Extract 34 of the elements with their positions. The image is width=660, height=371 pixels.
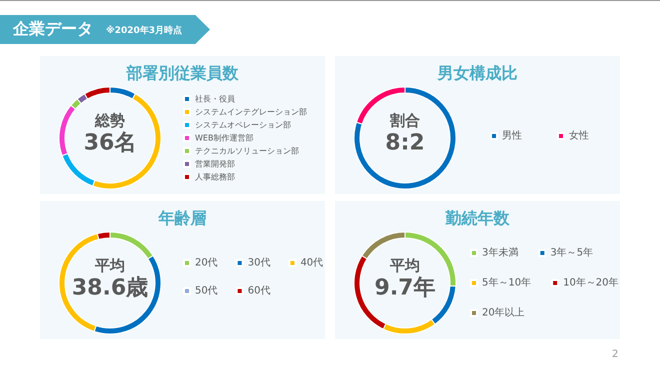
text: 企業データ bbox=[13, 19, 93, 40]
text: 2 bbox=[612, 349, 618, 360]
text: 部署別従業員数 bbox=[126, 64, 240, 82]
legend-label: 社長・役員 bbox=[195, 94, 235, 104]
legend-label: 20代 bbox=[195, 258, 218, 268]
legend-label: 5年～10年 bbox=[482, 276, 532, 288]
chart-title: 年齢層 bbox=[158, 208, 206, 228]
legend-label: システムインテグレーション部 bbox=[195, 108, 307, 116]
legend-label: 20年以上 bbox=[482, 306, 525, 318]
text: 総勢 bbox=[94, 112, 125, 130]
legend-label: 30代 bbox=[248, 258, 270, 268]
legend-label: 10年～20年 bbox=[563, 276, 619, 288]
text: 平均 bbox=[389, 256, 420, 274]
text: 割合 bbox=[389, 112, 420, 130]
legend-label: WEB制作運営部 bbox=[195, 134, 254, 142]
chart-title: 男女構成比 bbox=[436, 64, 518, 82]
legend-label: 女性 bbox=[569, 130, 589, 142]
legend-label: 60代 bbox=[248, 286, 270, 296]
text: ※2020年3月時点 bbox=[106, 24, 182, 37]
legend-label: 人事総務部 bbox=[195, 172, 235, 182]
legend-label: 3年～5年 bbox=[550, 246, 594, 258]
legend-label: 男性 bbox=[502, 130, 522, 142]
text: 勤続年数 bbox=[444, 208, 510, 228]
legend-label: テクニカルソリューション部 bbox=[195, 146, 299, 156]
text: 平均 bbox=[94, 256, 125, 274]
legend-label: 50代 bbox=[195, 286, 218, 296]
legend-label: システムオペレーション部 bbox=[195, 120, 291, 130]
legend-label: 40代 bbox=[300, 258, 324, 268]
text: 8:2 bbox=[385, 130, 425, 156]
text: 9.7年 bbox=[374, 276, 436, 300]
legend-label: 3年未満 bbox=[482, 246, 518, 258]
legend-label: 営業開発部 bbox=[195, 160, 235, 168]
text: 38.6歳 bbox=[72, 276, 148, 300]
text: 36名 bbox=[84, 130, 136, 156]
